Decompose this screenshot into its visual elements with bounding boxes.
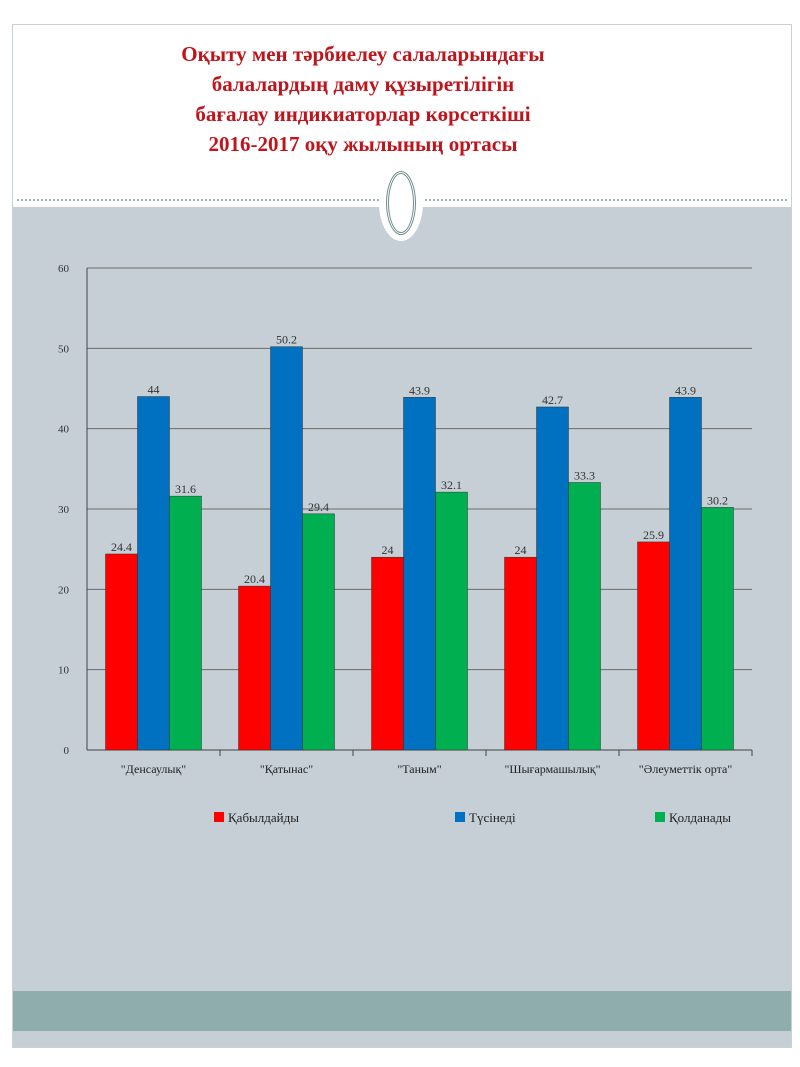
data-label: 33.3 (574, 468, 595, 482)
y-tick-label: 60 (58, 263, 70, 275)
x-category-label: "Шығармашылық" (504, 762, 600, 776)
y-tick-label: 20 (58, 584, 70, 596)
data-label: 43.9 (409, 383, 430, 397)
data-label: 25.9 (643, 528, 664, 542)
bar-2 (302, 513, 335, 751)
data-label: 50.2 (276, 333, 297, 347)
bar-0 (504, 556, 537, 751)
legend-label: Қолданады (669, 810, 731, 825)
bar-0 (105, 553, 138, 751)
data-label: 24.4 (111, 540, 132, 554)
bar-1 (270, 346, 303, 751)
y-tick-label: 50 (58, 343, 70, 355)
data-label: 32.1 (441, 478, 462, 492)
bar-1 (669, 397, 702, 751)
data-label: 20.4 (244, 572, 265, 586)
y-tick-label: 0 (64, 745, 70, 757)
data-label: 43.9 (675, 383, 696, 397)
data-label: 30.2 (707, 493, 728, 507)
footer-band (13, 991, 791, 1031)
legend-swatch (455, 812, 465, 822)
legend-swatch (214, 812, 224, 822)
legend-label: Қабылдайды (228, 810, 299, 825)
data-label: 24 (515, 543, 527, 557)
ring-ornament-icon (379, 165, 423, 241)
bar-0 (371, 556, 404, 751)
bar-2 (568, 482, 601, 751)
y-tick-label: 30 (58, 504, 70, 516)
bar-0 (637, 541, 670, 751)
y-tick-label: 10 (58, 665, 70, 677)
x-category-label: "Әлеуметтік орта" (639, 762, 733, 776)
data-label: 31.6 (175, 482, 196, 496)
bar-2 (435, 491, 468, 751)
bar-1 (536, 406, 569, 751)
y-tick-label: 40 (58, 424, 70, 436)
data-label: 29.4 (308, 500, 329, 514)
chart-title: Оқыту мен тәрбиелеу салаларындағы балала… (181, 42, 545, 156)
legend-label: Түсінеді (469, 810, 516, 825)
data-label: 24 (382, 543, 394, 557)
data-label: 42.7 (542, 393, 563, 407)
bar-2 (701, 507, 734, 751)
legend-swatch (655, 812, 665, 822)
bar-1 (137, 396, 170, 751)
x-category-label: "Қатынас" (260, 762, 313, 776)
bar-1 (403, 397, 436, 751)
data-label: 44 (148, 383, 160, 397)
x-category-label: "Денсаулық" (121, 762, 187, 776)
x-category-label: "Таным" (397, 762, 441, 776)
bar-0 (238, 585, 271, 751)
bar-2 (169, 495, 202, 751)
